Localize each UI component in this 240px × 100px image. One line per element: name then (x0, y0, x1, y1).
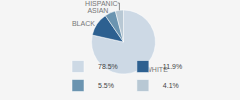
svg-text:HISPANIC: HISPANIC (85, 0, 118, 7)
svg-text:78.5%: 78.5% (98, 63, 118, 70)
svg-text:4.1%: 4.1% (163, 82, 179, 89)
svg-text:5.5%: 5.5% (98, 82, 114, 89)
svg-text:ASIAN: ASIAN (87, 7, 108, 14)
svg-text:BLACK: BLACK (72, 20, 95, 27)
svg-text:11.9%: 11.9% (163, 63, 182, 70)
